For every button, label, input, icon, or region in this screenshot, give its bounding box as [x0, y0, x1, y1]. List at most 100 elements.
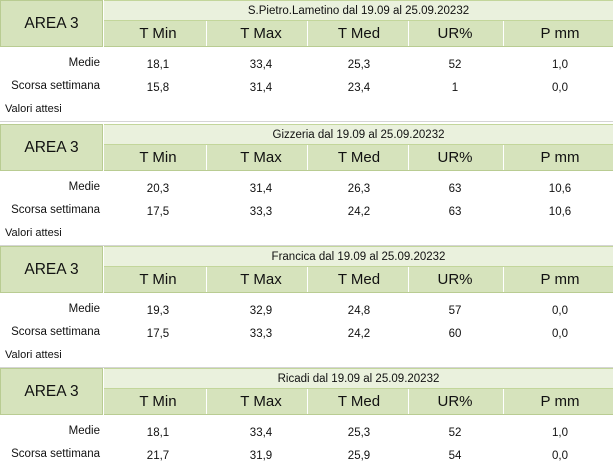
column-separator [307, 267, 308, 292]
column-header: T Min [139, 271, 177, 288]
column-separator [307, 389, 308, 414]
block-divider [0, 245, 613, 246]
column-separator [503, 267, 504, 292]
area-label: AREA 3 [0, 368, 103, 415]
table-cell: 21,7 [146, 450, 170, 462]
table-cell: 60 [448, 328, 462, 340]
row-label: Medie [68, 303, 100, 315]
column-separator [408, 389, 409, 414]
column-headers: T Min T Max T Med UR% P mm [104, 267, 613, 293]
table-cell: 24,2 [347, 206, 371, 218]
row-valori-attesi: Valori attesi [5, 103, 62, 115]
table-cell: 33,3 [249, 328, 273, 340]
block-divider [0, 367, 613, 368]
table-cell: 0,0 [552, 450, 568, 462]
column-separator [503, 21, 504, 46]
table-cell: 19,3 [146, 305, 170, 317]
table-cell: 23,4 [347, 82, 371, 94]
row-scorsa-settimana: Scorsa settimana 21,7 31,9 25,9 54 0,0 [0, 446, 613, 466]
column-header: T Max [240, 393, 282, 410]
station-block: AREA 3 Francica dal 19.09 al 25.09.20232 T… [0, 246, 613, 368]
table-cell: 52 [448, 59, 462, 71]
column-separator [206, 389, 207, 414]
column-header: T Max [240, 271, 282, 288]
station-title: S.Pietro.Lametino dal 19.09 al 25.09.202… [104, 0, 613, 21]
column-separator [408, 145, 409, 170]
table-cell: 25,3 [347, 59, 371, 71]
row-label: Scorsa settimana [11, 80, 100, 92]
table-cell: 0,0 [552, 82, 568, 94]
column-header: P mm [540, 271, 580, 288]
station-block: AREA 3 Ricadi dal 19.09 al 25.09.20232 T M… [0, 368, 613, 468]
column-separator [206, 267, 207, 292]
row-scorsa-settimana: Scorsa settimana 17,5 33,3 24,2 60 0,0 [0, 324, 613, 344]
table-cell: 31,4 [249, 82, 273, 94]
row-medie: Medie 20,3 31,4 26,3 63 10,6 [0, 179, 613, 199]
table-cell: 31,9 [249, 450, 273, 462]
table-cell: 25,9 [347, 450, 371, 462]
column-header: T Med [337, 393, 381, 410]
table-cell: 10,6 [548, 206, 572, 218]
station-block: AREA 3 S.Pietro.Lametino dal 19.09 al 25.… [0, 0, 613, 122]
column-header: T Med [337, 149, 381, 166]
row-label: Scorsa settimana [11, 448, 100, 460]
table-cell: 33,4 [249, 59, 273, 71]
row-valori-attesi: Valori attesi [5, 227, 62, 239]
column-separator [206, 145, 207, 170]
column-header: P mm [540, 149, 580, 166]
row-medie: Medie 18,1 33,4 25,3 52 1,0 [0, 423, 613, 443]
row-label: Scorsa settimana [11, 204, 100, 216]
row-valori-attesi: Valori attesi [5, 349, 62, 361]
row-label: Scorsa settimana [11, 326, 100, 338]
column-headers: T Min T Max T Med UR% P mm [104, 389, 613, 415]
row-scorsa-settimana: Scorsa settimana 15,8 31,4 23,4 1 0,0 [0, 78, 613, 98]
column-header: T Max [240, 149, 282, 166]
table-cell: 17,5 [146, 206, 170, 218]
table-cell: 63 [448, 183, 462, 195]
area-label: AREA 3 [0, 124, 103, 171]
table-cell: 31,4 [249, 183, 273, 195]
column-separator [503, 389, 504, 414]
table-cell: 20,3 [146, 183, 170, 195]
area-label: AREA 3 [0, 246, 103, 293]
station-title: Ricadi dal 19.09 al 25.09.20232 [104, 368, 613, 389]
table-cell: 33,3 [249, 206, 273, 218]
column-header: P mm [540, 393, 580, 410]
column-headers: T Min T Max T Med UR% P mm [104, 21, 613, 47]
column-separator [503, 145, 504, 170]
table-cell: 33,4 [249, 427, 273, 439]
table-cell: 18,1 [146, 427, 170, 439]
row-label: Medie [68, 57, 100, 69]
table-cell: 0,0 [552, 305, 568, 317]
column-header: T Max [240, 25, 282, 42]
column-separator [206, 21, 207, 46]
column-header: UR% [437, 25, 473, 42]
column-separator [408, 267, 409, 292]
column-header: UR% [437, 271, 473, 288]
column-header: T Min [139, 25, 177, 42]
table-cell: 1,0 [552, 59, 568, 71]
table-cell: 26,3 [347, 183, 371, 195]
table-cell: 18,1 [146, 59, 170, 71]
station-block: AREA 3 Gizzeria dal 19.09 al 25.09.20232 T… [0, 124, 613, 246]
column-header: T Min [139, 393, 177, 410]
table-cell: 15,8 [146, 82, 170, 94]
row-medie: Medie 18,1 33,4 25,3 52 1,0 [0, 55, 613, 75]
table-cell: 1 [451, 82, 459, 94]
column-header: T Med [337, 25, 381, 42]
column-separator [307, 21, 308, 46]
table-cell: 57 [448, 305, 462, 317]
table-cell: 10,6 [548, 183, 572, 195]
column-header: T Med [337, 271, 381, 288]
column-separator [408, 21, 409, 46]
area-label: AREA 3 [0, 0, 103, 47]
table-cell: 0,0 [552, 328, 568, 340]
station-title: Francica dal 19.09 al 25.09.20232 [104, 246, 613, 267]
column-header: UR% [437, 393, 473, 410]
row-medie: Medie 19,3 32,9 24,8 57 0,0 [0, 301, 613, 321]
station-title: Gizzeria dal 19.09 al 25.09.20232 [104, 124, 613, 145]
table-cell: 1,0 [552, 427, 568, 439]
block-divider [0, 121, 613, 122]
row-scorsa-settimana: Scorsa settimana 17,5 33,3 24,2 63 10,6 [0, 202, 613, 222]
table-cell: 32,9 [249, 305, 273, 317]
